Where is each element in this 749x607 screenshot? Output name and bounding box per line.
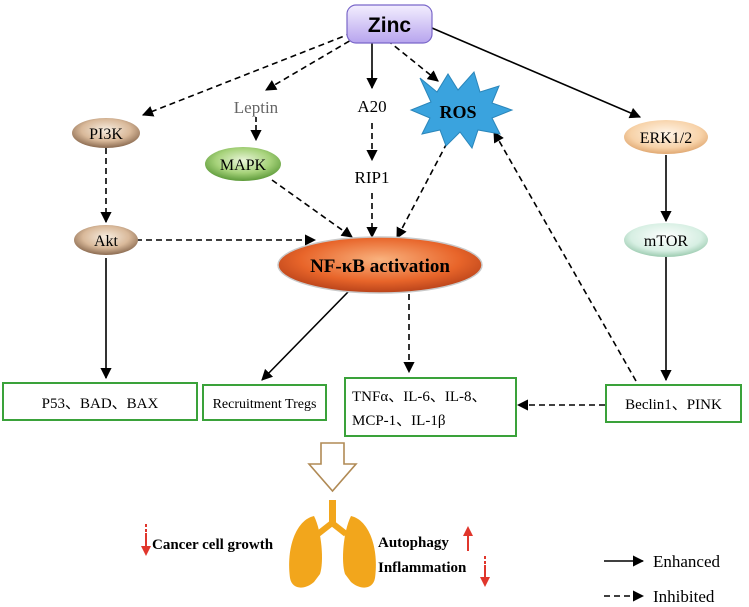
- edge-zinc-erk: [431, 27, 642, 119]
- node-zinc: Zinc: [346, 4, 433, 44]
- node-akt: Akt: [74, 225, 138, 255]
- mapk-label: MAPK: [220, 157, 267, 174]
- akt-label: Akt: [94, 233, 119, 250]
- node-pi3k: PI3K: [72, 118, 140, 148]
- cancer-down-arrow-icon: [141, 524, 151, 556]
- ros-label: ROS: [439, 102, 476, 122]
- cytokines-line2: MCP-1、IL-1β: [352, 413, 445, 429]
- erk-label: ERK1/2: [640, 130, 692, 147]
- p53-label: P53、BAD、BAX: [42, 396, 159, 412]
- rip1-label: RIP1: [355, 168, 390, 187]
- box-cytokines: TNFα、IL-6、IL-8、 MCP-1、IL-1β: [344, 377, 517, 437]
- autophagy-up-arrow-icon: [463, 526, 473, 551]
- edge-zinc-pi3k: [141, 32, 353, 117]
- node-erk: ERK1/2: [624, 120, 708, 154]
- edge-beclin-ros: [493, 131, 637, 382]
- pi3k-label: PI3K: [89, 126, 123, 143]
- nfkb-label: NF-κB activation: [310, 256, 450, 277]
- ros-burst-shape: [409, 70, 514, 150]
- a20-label: A20: [357, 97, 386, 116]
- inflammation-down-arrow-icon: [480, 556, 490, 587]
- box-p53: P53、BAD、BAX: [2, 382, 198, 421]
- leptin-label: Leptin: [234, 98, 279, 117]
- node-mapk: MAPK: [205, 147, 281, 181]
- box-beclin: Beclin1、PINK: [605, 384, 742, 423]
- edge-zinc-ros: [386, 39, 439, 82]
- cytokines-line1: TNFα、IL-6、IL-8、: [352, 389, 487, 405]
- box-tregs: Recruitment Tregs: [202, 384, 327, 421]
- tregs-label: Recruitment Tregs: [213, 397, 317, 412]
- mtor-label: mTOR: [644, 233, 688, 250]
- edge-zinc-leptin: [265, 35, 359, 91]
- zinc-label: Zinc: [368, 14, 411, 37]
- beclin-label: Beclin1、PINK: [625, 397, 722, 413]
- autophagy-label: Autophagy: [378, 535, 449, 551]
- edge-nfkb-tregs: [261, 291, 349, 381]
- edge-ros-nfkb: [396, 142, 448, 239]
- legend: Enhanced Inhibited: [604, 552, 721, 606]
- node-ros: ROS: [409, 70, 514, 150]
- hollow-down-arrow-icon: [307, 442, 358, 493]
- node-nfkb: NF-κB activation: [277, 236, 483, 294]
- legend-inhibited-label: Inhibited: [653, 587, 715, 606]
- cancer-growth-label: Cancer cell growth: [152, 537, 274, 553]
- edge-mapk-nfkb: [271, 179, 353, 238]
- legend-enhanced-label: Enhanced: [653, 552, 721, 571]
- lungs-icon: [289, 500, 376, 588]
- node-mtor: mTOR: [624, 223, 708, 257]
- inflammation-label: Inflammation: [378, 560, 467, 576]
